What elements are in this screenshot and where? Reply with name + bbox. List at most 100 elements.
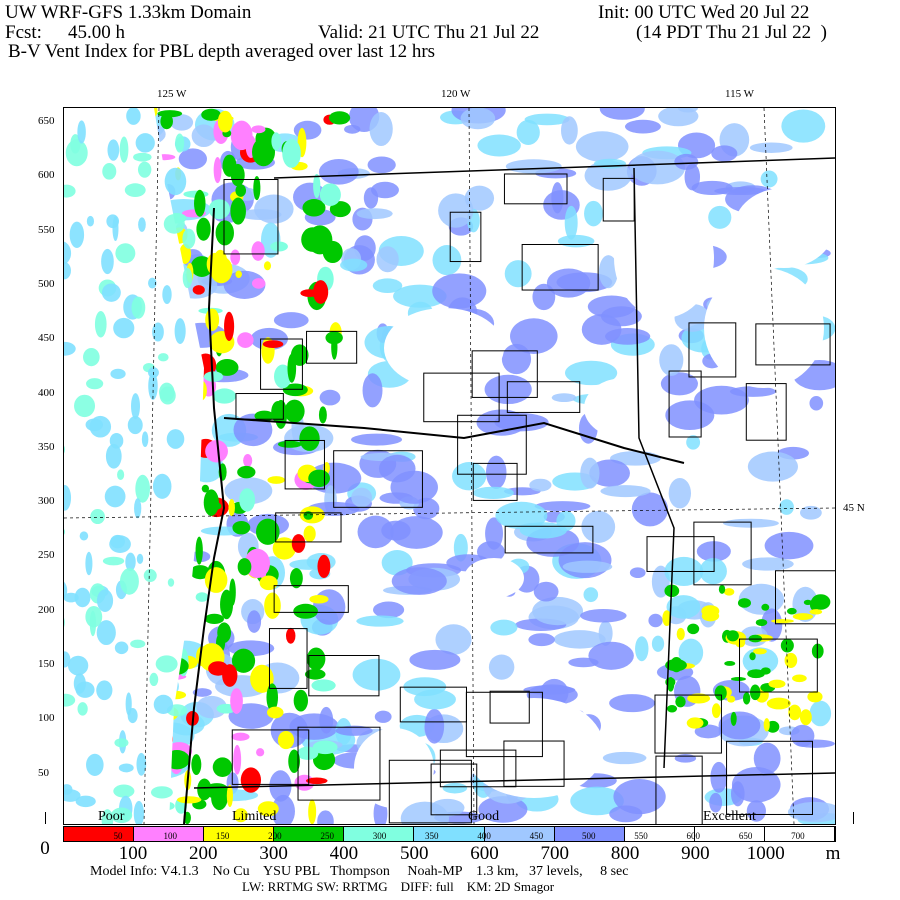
vent-blob (668, 477, 692, 509)
vent-blob (201, 108, 221, 121)
vent-blob (701, 610, 720, 622)
vent-blob (730, 781, 745, 807)
vent-blob (235, 270, 242, 279)
bin-label: 400 (477, 831, 491, 841)
county-boundary (306, 330, 358, 364)
vent-blob (584, 200, 603, 227)
vent-blob (96, 620, 116, 646)
latitude-45n (63, 507, 836, 519)
vent-blob (195, 536, 203, 565)
vent-blob (308, 655, 316, 665)
vent-blob (329, 201, 351, 218)
y-tick-label: 600 (38, 169, 55, 182)
county-boundary (235, 393, 284, 420)
vent-blob (809, 700, 832, 727)
vent-blob (587, 295, 636, 318)
vent-blob (318, 159, 359, 185)
vent-blob (742, 557, 794, 571)
vent-blob (686, 435, 701, 450)
bin-label: 300 (372, 831, 387, 841)
vent-blob (714, 685, 727, 701)
vent-blob (85, 418, 103, 432)
color-bin (414, 827, 485, 841)
county-boundary (284, 439, 325, 490)
vent-blob (243, 454, 253, 468)
bin-label: 50 (113, 831, 123, 841)
vent-blob (166, 429, 185, 449)
vent-blob (109, 433, 124, 449)
county-boundary (602, 177, 635, 222)
vent-blob (119, 568, 139, 595)
vent-blob (313, 173, 321, 199)
border-wa-or (223, 417, 685, 464)
bin-label: 550 (634, 831, 648, 841)
vent-blob (272, 537, 296, 560)
vent-blob (711, 703, 721, 719)
vent-blob (764, 531, 814, 560)
vent-blob (148, 277, 157, 289)
category-limited: Limited (232, 809, 277, 824)
color-bin (204, 827, 275, 841)
vent-blob (204, 613, 224, 624)
county-boundary (457, 414, 527, 475)
vent-blob (141, 431, 149, 448)
vent-blob (691, 180, 733, 196)
vent-blob (325, 331, 343, 345)
vent-blob (167, 578, 175, 587)
vent-blob (510, 318, 558, 354)
vent-blob (118, 763, 134, 773)
vent-blob (565, 360, 618, 386)
vent-blob (490, 619, 518, 636)
vent-blob (340, 258, 368, 272)
vent-blob (170, 114, 194, 131)
vent-blob (372, 601, 405, 619)
vent-blob (763, 718, 770, 732)
vent-blob (259, 575, 278, 591)
vent-blob (391, 567, 447, 595)
coastline (183, 207, 226, 825)
vent-blob (529, 478, 552, 492)
vent-blob (119, 136, 129, 163)
vent-blob (432, 273, 487, 309)
vent-blob (435, 624, 472, 655)
vent-blob (381, 520, 411, 541)
axis-label: 0 (40, 838, 50, 859)
vent-blob (113, 784, 135, 798)
axis-label: 300 (259, 843, 288, 864)
vent-blob (250, 664, 274, 693)
vent-blob (488, 654, 515, 680)
vent-blob (224, 311, 235, 341)
vent-blob (204, 567, 228, 593)
vent-blob (149, 672, 159, 687)
vent-blob (233, 808, 248, 823)
legend-tick-left (45, 812, 46, 824)
vent-blob (263, 261, 272, 271)
vent-blob (367, 156, 396, 174)
bin-label: 450 (529, 831, 544, 841)
vent-blob (195, 592, 209, 602)
county-boundary (503, 173, 568, 205)
vent-blob (766, 697, 791, 710)
vent-blob (516, 119, 540, 145)
init-time: Init: 00 UTC Wed 20 Jul 22 (598, 2, 810, 23)
county-boundary (654, 694, 722, 754)
vent-blob (143, 569, 157, 583)
vent-blob (304, 668, 326, 680)
vent-blob (222, 664, 238, 687)
vent-blob (551, 182, 564, 214)
vent-index-map[interactable] (43, 96, 860, 836)
vent-blob (308, 469, 331, 488)
vent-blob (217, 110, 233, 133)
vent-blob (220, 589, 234, 620)
vent-blob (256, 748, 265, 757)
vent-blob (162, 285, 172, 304)
vent-blob (684, 163, 701, 191)
bin-label: 600 (686, 831, 701, 841)
vent-blob (686, 717, 704, 729)
vent-blob (86, 753, 104, 776)
forecast-label: Fcst: (5, 22, 42, 43)
field-title: B-V Vent Index for PBL depth averaged ov… (8, 41, 436, 62)
vent-blob (190, 565, 211, 580)
vent-blob (369, 112, 393, 147)
vent-blob (737, 598, 752, 608)
